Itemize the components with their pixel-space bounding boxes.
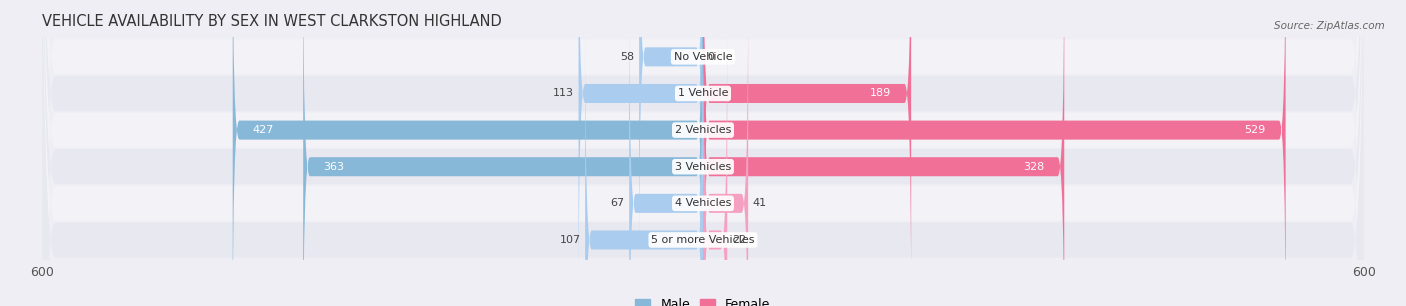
Text: 113: 113 <box>553 88 574 99</box>
FancyBboxPatch shape <box>703 30 727 306</box>
Legend: Male, Female: Male, Female <box>630 293 776 306</box>
Text: 58: 58 <box>620 52 634 62</box>
Text: 529: 529 <box>1244 125 1265 135</box>
Text: 41: 41 <box>752 198 766 208</box>
FancyBboxPatch shape <box>640 0 703 267</box>
FancyBboxPatch shape <box>42 0 1364 306</box>
FancyBboxPatch shape <box>703 0 748 306</box>
FancyBboxPatch shape <box>42 0 1364 306</box>
Text: 363: 363 <box>323 162 344 172</box>
FancyBboxPatch shape <box>703 0 1285 306</box>
Text: 4 Vehicles: 4 Vehicles <box>675 198 731 208</box>
FancyBboxPatch shape <box>630 0 703 306</box>
Text: 5 or more Vehicles: 5 or more Vehicles <box>651 235 755 245</box>
FancyBboxPatch shape <box>304 0 703 306</box>
Text: 1 Vehicle: 1 Vehicle <box>678 88 728 99</box>
FancyBboxPatch shape <box>42 0 1364 306</box>
Text: 2 Vehicles: 2 Vehicles <box>675 125 731 135</box>
Text: Source: ZipAtlas.com: Source: ZipAtlas.com <box>1274 21 1385 32</box>
FancyBboxPatch shape <box>42 0 1364 306</box>
Text: 107: 107 <box>560 235 581 245</box>
FancyBboxPatch shape <box>585 30 703 306</box>
Text: VEHICLE AVAILABILITY BY SEX IN WEST CLARKSTON HIGHLAND: VEHICLE AVAILABILITY BY SEX IN WEST CLAR… <box>42 13 502 28</box>
Text: 3 Vehicles: 3 Vehicles <box>675 162 731 172</box>
Text: No Vehicle: No Vehicle <box>673 52 733 62</box>
FancyBboxPatch shape <box>703 0 1064 306</box>
FancyBboxPatch shape <box>42 0 1364 306</box>
Text: 22: 22 <box>731 235 747 245</box>
Text: 427: 427 <box>253 125 274 135</box>
FancyBboxPatch shape <box>703 0 911 304</box>
Text: 67: 67 <box>610 198 624 208</box>
Text: 0: 0 <box>707 52 714 62</box>
Text: 328: 328 <box>1024 162 1045 172</box>
FancyBboxPatch shape <box>42 0 1364 306</box>
FancyBboxPatch shape <box>578 0 703 304</box>
FancyBboxPatch shape <box>233 0 703 306</box>
Text: 189: 189 <box>870 88 891 99</box>
